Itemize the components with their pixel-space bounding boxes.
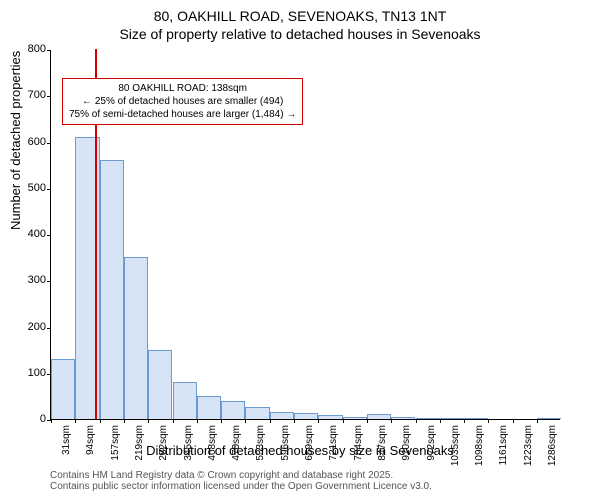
footer-line1: Contains HM Land Registry data © Crown c… [50,470,432,481]
histogram-bar [124,257,148,419]
chart-title-main: 80, OAKHILL ROAD, SEVENOAKS, TN13 1NT [0,8,600,24]
y-tick-label: 0 [11,413,51,425]
histogram-bar [100,160,124,419]
y-tick-label: 500 [11,182,51,194]
x-tick-mark [367,419,368,423]
x-tick-mark [318,419,319,423]
annotation-line: 75% of semi-detached houses are larger (… [69,108,296,121]
x-tick-mark [294,419,295,423]
x-tick-mark [221,419,222,423]
histogram-bar [173,382,197,419]
histogram-bar [51,359,75,419]
y-tick-label: 600 [11,136,51,148]
y-tick-label: 200 [11,321,51,333]
chart-title-sub: Size of property relative to detached ho… [0,26,600,42]
y-tick-label: 800 [11,43,51,55]
x-tick-mark [464,419,465,423]
footer-line2: Contains public sector information licen… [50,481,432,492]
histogram-chart: 80, OAKHILL ROAD, SEVENOAKS, TN13 1NT Si… [0,0,600,500]
histogram-bar [270,412,294,419]
annotation-box: 80 OAKHILL ROAD: 138sqm← 25% of detached… [62,78,303,125]
y-tick-label: 700 [11,89,51,101]
histogram-bar [221,401,245,420]
x-tick-mark [148,419,149,423]
x-tick-mark [100,419,101,423]
x-tick-mark [537,419,538,423]
x-tick-mark [197,419,198,423]
x-tick-mark [343,419,344,423]
x-tick-mark [270,419,271,423]
histogram-bar [148,350,172,419]
x-tick-mark [75,419,76,423]
histogram-bar [197,396,221,419]
x-tick-mark [416,419,417,423]
x-tick-mark [513,419,514,423]
y-tick-label: 100 [11,367,51,379]
y-tick-label: 400 [11,228,51,240]
x-axis-label: Distribution of detached houses by size … [0,443,600,458]
x-tick-mark [245,419,246,423]
x-tick-mark [488,419,489,423]
chart-footer: Contains HM Land Registry data © Crown c… [50,470,432,492]
x-tick-mark [124,419,125,423]
y-tick-label: 300 [11,274,51,286]
x-tick-mark [440,419,441,423]
x-tick-mark [173,419,174,423]
annotation-line: 80 OAKHILL ROAD: 138sqm [69,82,296,95]
histogram-bar [245,407,269,419]
x-tick-mark [51,419,52,423]
x-tick-mark [391,419,392,423]
annotation-line: ← 25% of detached houses are smaller (49… [69,95,296,108]
